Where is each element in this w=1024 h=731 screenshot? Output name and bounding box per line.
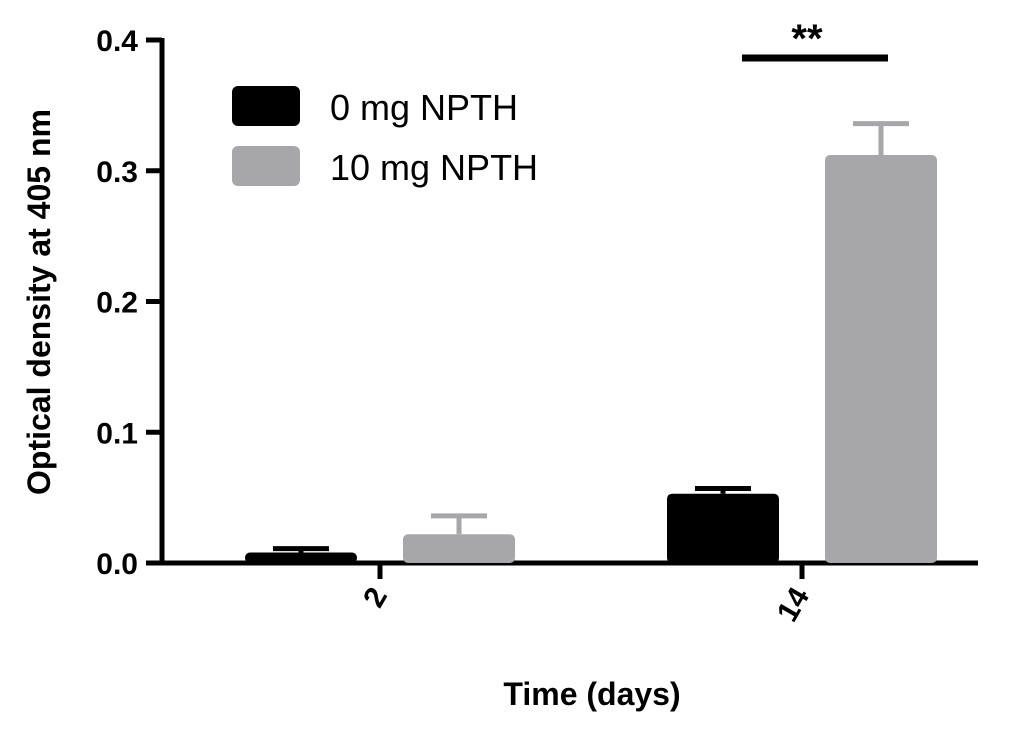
bar: [403, 534, 515, 563]
legend-label-10-mg: 10 mg NPTH: [330, 147, 538, 188]
legend-swatch-0-mg: [232, 86, 300, 126]
legend-label-0-mg: 0 mg NPTH: [330, 87, 518, 128]
y-tick-labels: 0.0 0.1 0.2 0.3 0.4: [96, 25, 138, 581]
y-tick-label: 0.0: [96, 548, 138, 581]
bar: [667, 493, 779, 563]
legend-swatch-10-mg: [232, 146, 300, 186]
bars: [245, 155, 937, 563]
x-tick-label: 14: [771, 582, 816, 628]
y-tick-label: 0.1: [96, 417, 138, 450]
bar: [825, 155, 937, 563]
legend: 0 mg NPTH 10 mg NPTH: [232, 86, 538, 188]
significance-annotation: **: [742, 17, 888, 62]
x-tick-label: 2: [357, 582, 394, 613]
error-bars: [273, 121, 909, 553]
significance-stars: **: [791, 17, 823, 61]
y-tick-label: 0.2: [96, 287, 138, 320]
y-axis-title: Optical density at 405 nm: [21, 109, 57, 495]
x-tick-labels: 2 14: [357, 582, 816, 628]
bar: [245, 552, 357, 563]
y-tick-label: 0.3: [96, 156, 138, 189]
x-axis-title: Time (days): [503, 676, 680, 712]
y-tick-label: 0.4: [96, 25, 138, 58]
